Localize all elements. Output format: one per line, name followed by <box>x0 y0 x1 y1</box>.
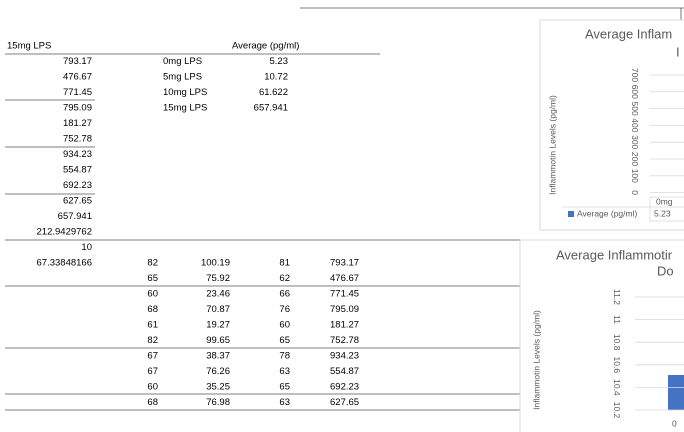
cell: 67 <box>147 366 158 377</box>
cell: 554.87 <box>330 366 359 377</box>
y-tick-label: 400 <box>630 118 640 132</box>
cell: 35.25 <box>206 382 230 393</box>
cell: 60 <box>147 289 158 300</box>
y-tick-label: 10.8 <box>612 334 622 351</box>
cell: 793.17 <box>63 56 92 67</box>
chart-title: I <box>676 44 680 59</box>
chart-title: Do <box>657 263 674 278</box>
cell: 554.87 <box>63 165 92 176</box>
cell: 61 <box>147 320 158 331</box>
cell: 692.23 <box>63 180 92 191</box>
cell: 60 <box>279 320 290 331</box>
cell: 627.65 <box>330 397 359 408</box>
chart-title: Average Inflammotir <box>556 247 673 262</box>
y-tick-label: 11 <box>612 315 622 324</box>
cell: 65 <box>279 382 290 393</box>
cell: 65 <box>147 273 158 284</box>
cell: 70.87 <box>206 304 230 315</box>
cell: 795.09 <box>330 304 359 315</box>
cell: 181.27 <box>330 320 359 331</box>
cell: 63 <box>279 366 290 377</box>
cell: 68 <box>147 304 158 315</box>
cell: 19.27 <box>206 320 230 331</box>
cell-header: Average (pg/ml) <box>232 41 299 52</box>
cell: 795.09 <box>63 103 92 114</box>
y-tick-label: 11.2 <box>612 289 622 305</box>
legend-label: Average (pg/ml) <box>577 208 637 218</box>
cell: 793.17 <box>330 258 359 269</box>
cell: 68 <box>147 397 158 408</box>
cell: 752.78 <box>63 134 92 145</box>
y-tick-label: 10.6 <box>612 357 622 374</box>
category-label: 0mg <box>656 196 673 206</box>
cell: 23.46 <box>206 289 230 300</box>
y-tick-label: 300 <box>630 135 640 149</box>
y-tick-label: 100 <box>630 169 640 183</box>
cell: 934.23 <box>330 351 359 362</box>
cell: 67.33848166 <box>37 258 92 269</box>
cell: 15mg LPS <box>163 103 207 114</box>
cell: 752.78 <box>330 335 359 346</box>
cell: 65 <box>279 335 290 346</box>
cell: 627.65 <box>63 196 92 207</box>
y-tick-label: 600 <box>630 85 640 99</box>
y-tick-label: 10.2 <box>612 402 622 419</box>
category-label: 0 <box>672 418 677 428</box>
cell: 10mg LPS <box>163 87 207 98</box>
cell: 63 <box>279 397 290 408</box>
cell: 692.23 <box>330 382 359 393</box>
cell: 5.23 <box>270 56 289 67</box>
cell: 0mg LPS <box>163 56 202 67</box>
axis-label: Inflammotin Levels (pg/ml) <box>547 95 557 195</box>
cell: 62 <box>279 273 290 284</box>
cell: 15mg LPS <box>7 41 51 52</box>
chart-2-frame[interactable] <box>519 239 684 432</box>
legend-swatch <box>568 211 574 217</box>
cell: 10.72 <box>264 72 288 83</box>
cell: 100.19 <box>201 258 230 269</box>
cell: 181.27 <box>63 118 92 129</box>
y-tick-label: 700 <box>630 68 640 82</box>
y-tick-label: 200 <box>630 152 640 166</box>
cell: 61.622 <box>259 87 288 98</box>
y-tick-label: 0 <box>630 190 640 195</box>
axis-label: Inflammotin Levels (pg/ml) <box>531 310 541 410</box>
cell: 10 <box>81 242 92 253</box>
cell: 78 <box>279 351 290 362</box>
cell: 38.37 <box>206 351 230 362</box>
y-tick-label: 10.4 <box>612 379 622 396</box>
cell: 657.941 <box>58 211 92 222</box>
cell: 76.26 <box>206 366 230 377</box>
cell: 76 <box>279 304 290 315</box>
table-value: 5.23 <box>654 208 671 218</box>
y-tick-label: 500 <box>630 102 640 116</box>
cell: 82 <box>147 258 158 269</box>
cell: 60 <box>147 382 158 393</box>
cell: 476.67 <box>330 273 359 284</box>
cell: 67 <box>147 351 158 362</box>
cell: 99.65 <box>206 335 230 346</box>
cell: 66 <box>279 289 290 300</box>
cell: 934.23 <box>63 149 92 160</box>
cell: 76.98 <box>206 397 230 408</box>
cell: 5mg LPS <box>163 72 202 83</box>
cell: 657.941 <box>254 103 288 114</box>
cell: 82 <box>147 335 158 346</box>
bar <box>668 375 684 410</box>
cell: 75.92 <box>206 273 230 284</box>
cell: 81 <box>279 258 290 269</box>
cell: 476.67 <box>63 72 92 83</box>
chart-title: Average Inflam <box>585 26 672 41</box>
cell: 771.45 <box>63 87 92 98</box>
cell: 212.9429762 <box>37 227 92 238</box>
cell: 771.45 <box>330 289 359 300</box>
